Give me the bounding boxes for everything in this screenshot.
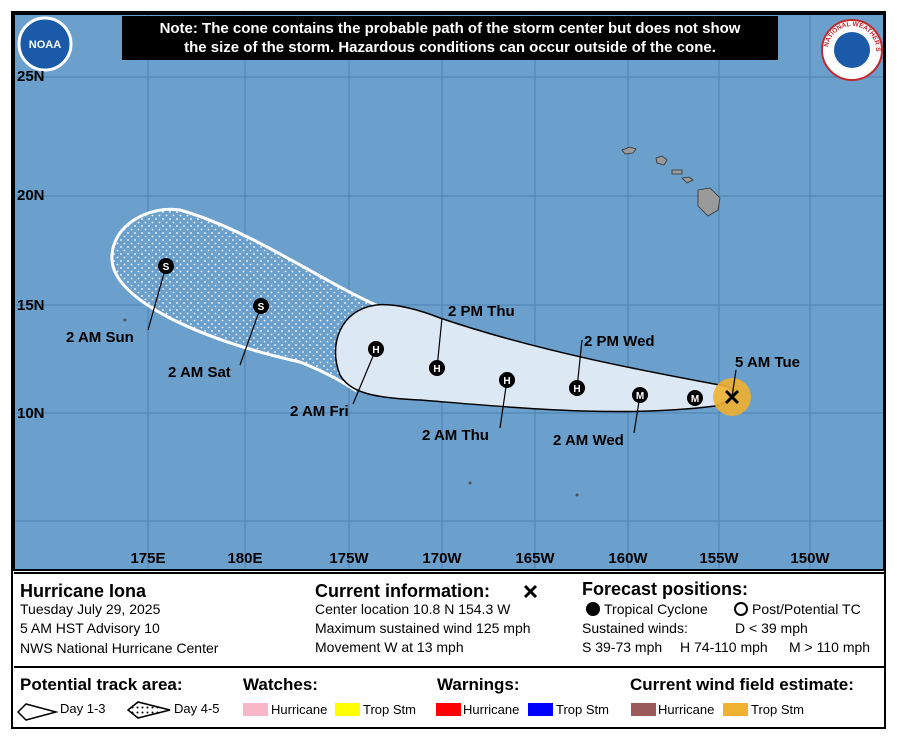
- point-marker: [368, 341, 384, 357]
- lon-label: 170W: [422, 550, 462, 567]
- track-title: Potential track area:: [20, 675, 183, 694]
- storm-date: Tuesday July 29, 2025: [20, 601, 161, 617]
- day45: Day 4-5: [174, 701, 220, 716]
- forecast-title: Forecast positions:: [582, 579, 748, 599]
- cone-day-1-3: [334, 303, 735, 413]
- lat-label: 20N: [17, 187, 45, 204]
- winds-h: H 74-110 mph: [680, 639, 768, 655]
- leader-line: [352, 348, 377, 405]
- lat-label: 25N: [17, 68, 45, 85]
- warn-ts: Trop Stm: [556, 702, 609, 717]
- lat-label: 15N: [17, 297, 45, 314]
- point-label: 2 PM Thu: [448, 303, 515, 320]
- leader-line: [576, 339, 583, 389]
- point-label: 2 AM Fri: [290, 403, 349, 420]
- lon-label: 180E: [227, 550, 262, 567]
- point-label: 2 AM Sun: [66, 329, 134, 346]
- winds-title: Sustained winds:: [582, 620, 688, 636]
- leader-line: [147, 265, 167, 331]
- current-line: Center location 10.8 N 154.3 W: [315, 601, 511, 617]
- day45-icon: [126, 701, 171, 719]
- point-marker: [429, 360, 445, 376]
- winds-d: D < 39 mph: [735, 620, 808, 636]
- point-marker: [499, 372, 515, 388]
- watch-ts-swatch: [335, 703, 360, 716]
- point-label: 2 AM Wed: [553, 432, 624, 449]
- lon-label: 175W: [329, 550, 369, 567]
- current-icon: [523, 584, 538, 599]
- point-label: 2 AM Sat: [168, 364, 231, 381]
- leader-line: [731, 369, 737, 398]
- lon-label: 165W: [515, 550, 555, 567]
- leader-line: [499, 379, 508, 429]
- wind-hurricane: Hurricane: [658, 702, 714, 717]
- watches-title: Watches:: [243, 675, 318, 694]
- point-marker: [687, 390, 703, 406]
- point-label: 2 AM Thu: [422, 427, 489, 444]
- current-line: Movement W at 13 mph: [315, 639, 464, 655]
- winds-m: M > 110 mph: [789, 639, 870, 655]
- forecast-points: 2 AM Sun S 2 AM Sat S 2 AM Fri H 2 PM Thu H 2 AM…: [66, 258, 800, 449]
- cone-day-4-5: [110, 207, 378, 393]
- watch-hurricane-swatch: [243, 703, 268, 716]
- point-symbol: H: [433, 364, 440, 375]
- lon-label: 160W: [608, 550, 648, 567]
- leader-line: [239, 305, 262, 366]
- lon-label: 155W: [699, 550, 739, 567]
- warn-hurricane-swatch: [436, 703, 461, 716]
- current-label: 5 AM Tue: [735, 354, 800, 371]
- winds-s: S 39-73 mph: [582, 639, 662, 655]
- current-line: Maximum sustained wind 125 mph: [315, 620, 531, 636]
- current-title: Current information:: [315, 581, 490, 601]
- lat-labels: 25N 20N 15N 10N: [17, 68, 45, 422]
- point-marker: [569, 380, 585, 396]
- warnings-title: Warnings:: [437, 675, 519, 694]
- day13: Day 1-3: [60, 701, 106, 716]
- point-symbol: M: [636, 391, 644, 402]
- storm-source: NWS National Hurricane Center: [20, 640, 219, 656]
- warn-hurricane: Hurricane: [463, 702, 519, 717]
- lat-label: 10N: [17, 405, 45, 422]
- point-symbol: H: [573, 384, 580, 395]
- islands: [123, 146, 721, 497]
- watch-hurricane: Hurricane: [271, 702, 327, 717]
- lon-labels: 175E 180E 175W 170W 165W 160W 155W 150W: [130, 550, 830, 567]
- point-symbol: H: [372, 345, 379, 356]
- note-line: Note: The cone contains the probable pat…: [160, 20, 741, 37]
- wind-title: Current wind field estimate:: [630, 675, 854, 694]
- post-icon: [734, 602, 748, 616]
- forecast-tc: Tropical Cyclone: [604, 601, 708, 617]
- map: 2 AM Sun S 2 AM Sat S 2 AM Fri H 2 PM Thu H 2 AM…: [14, 14, 884, 570]
- point-marker: [253, 298, 269, 314]
- forecast-post: Post/Potential TC: [752, 601, 861, 617]
- point-label: 2 PM Wed: [584, 333, 655, 350]
- point-symbol: S: [163, 262, 170, 273]
- tc-icon: [586, 602, 600, 616]
- point-symbol: M: [691, 394, 699, 405]
- storm-name: Hurricane Iona: [20, 581, 147, 601]
- day13-icon: [16, 703, 59, 721]
- outer-frame: [11, 11, 886, 729]
- watch-ts: Trop Stm: [363, 702, 416, 717]
- wind-hurricane-swatch: [631, 703, 656, 716]
- note-line: the size of the storm. Hazardous conditi…: [184, 39, 716, 56]
- lon-label: 150W: [790, 550, 830, 567]
- warn-ts-swatch: [528, 703, 553, 716]
- noaa-logo: [17, 16, 73, 72]
- point-marker: [158, 258, 174, 274]
- lon-label: 175E: [130, 550, 165, 567]
- note-box: [122, 16, 778, 60]
- point-symbol: H: [503, 376, 510, 387]
- point-symbol: S: [258, 302, 265, 313]
- nws-logo-inner: [834, 32, 870, 68]
- leader-line: [436, 317, 443, 369]
- wind-ts: Trop Stm: [751, 702, 804, 717]
- point-marker: [632, 387, 648, 403]
- noaa-logo-text: NOAA: [29, 39, 61, 51]
- storm-advisory: 5 AM HST Advisory 10: [20, 620, 160, 636]
- wind-ts-swatch: [723, 703, 748, 716]
